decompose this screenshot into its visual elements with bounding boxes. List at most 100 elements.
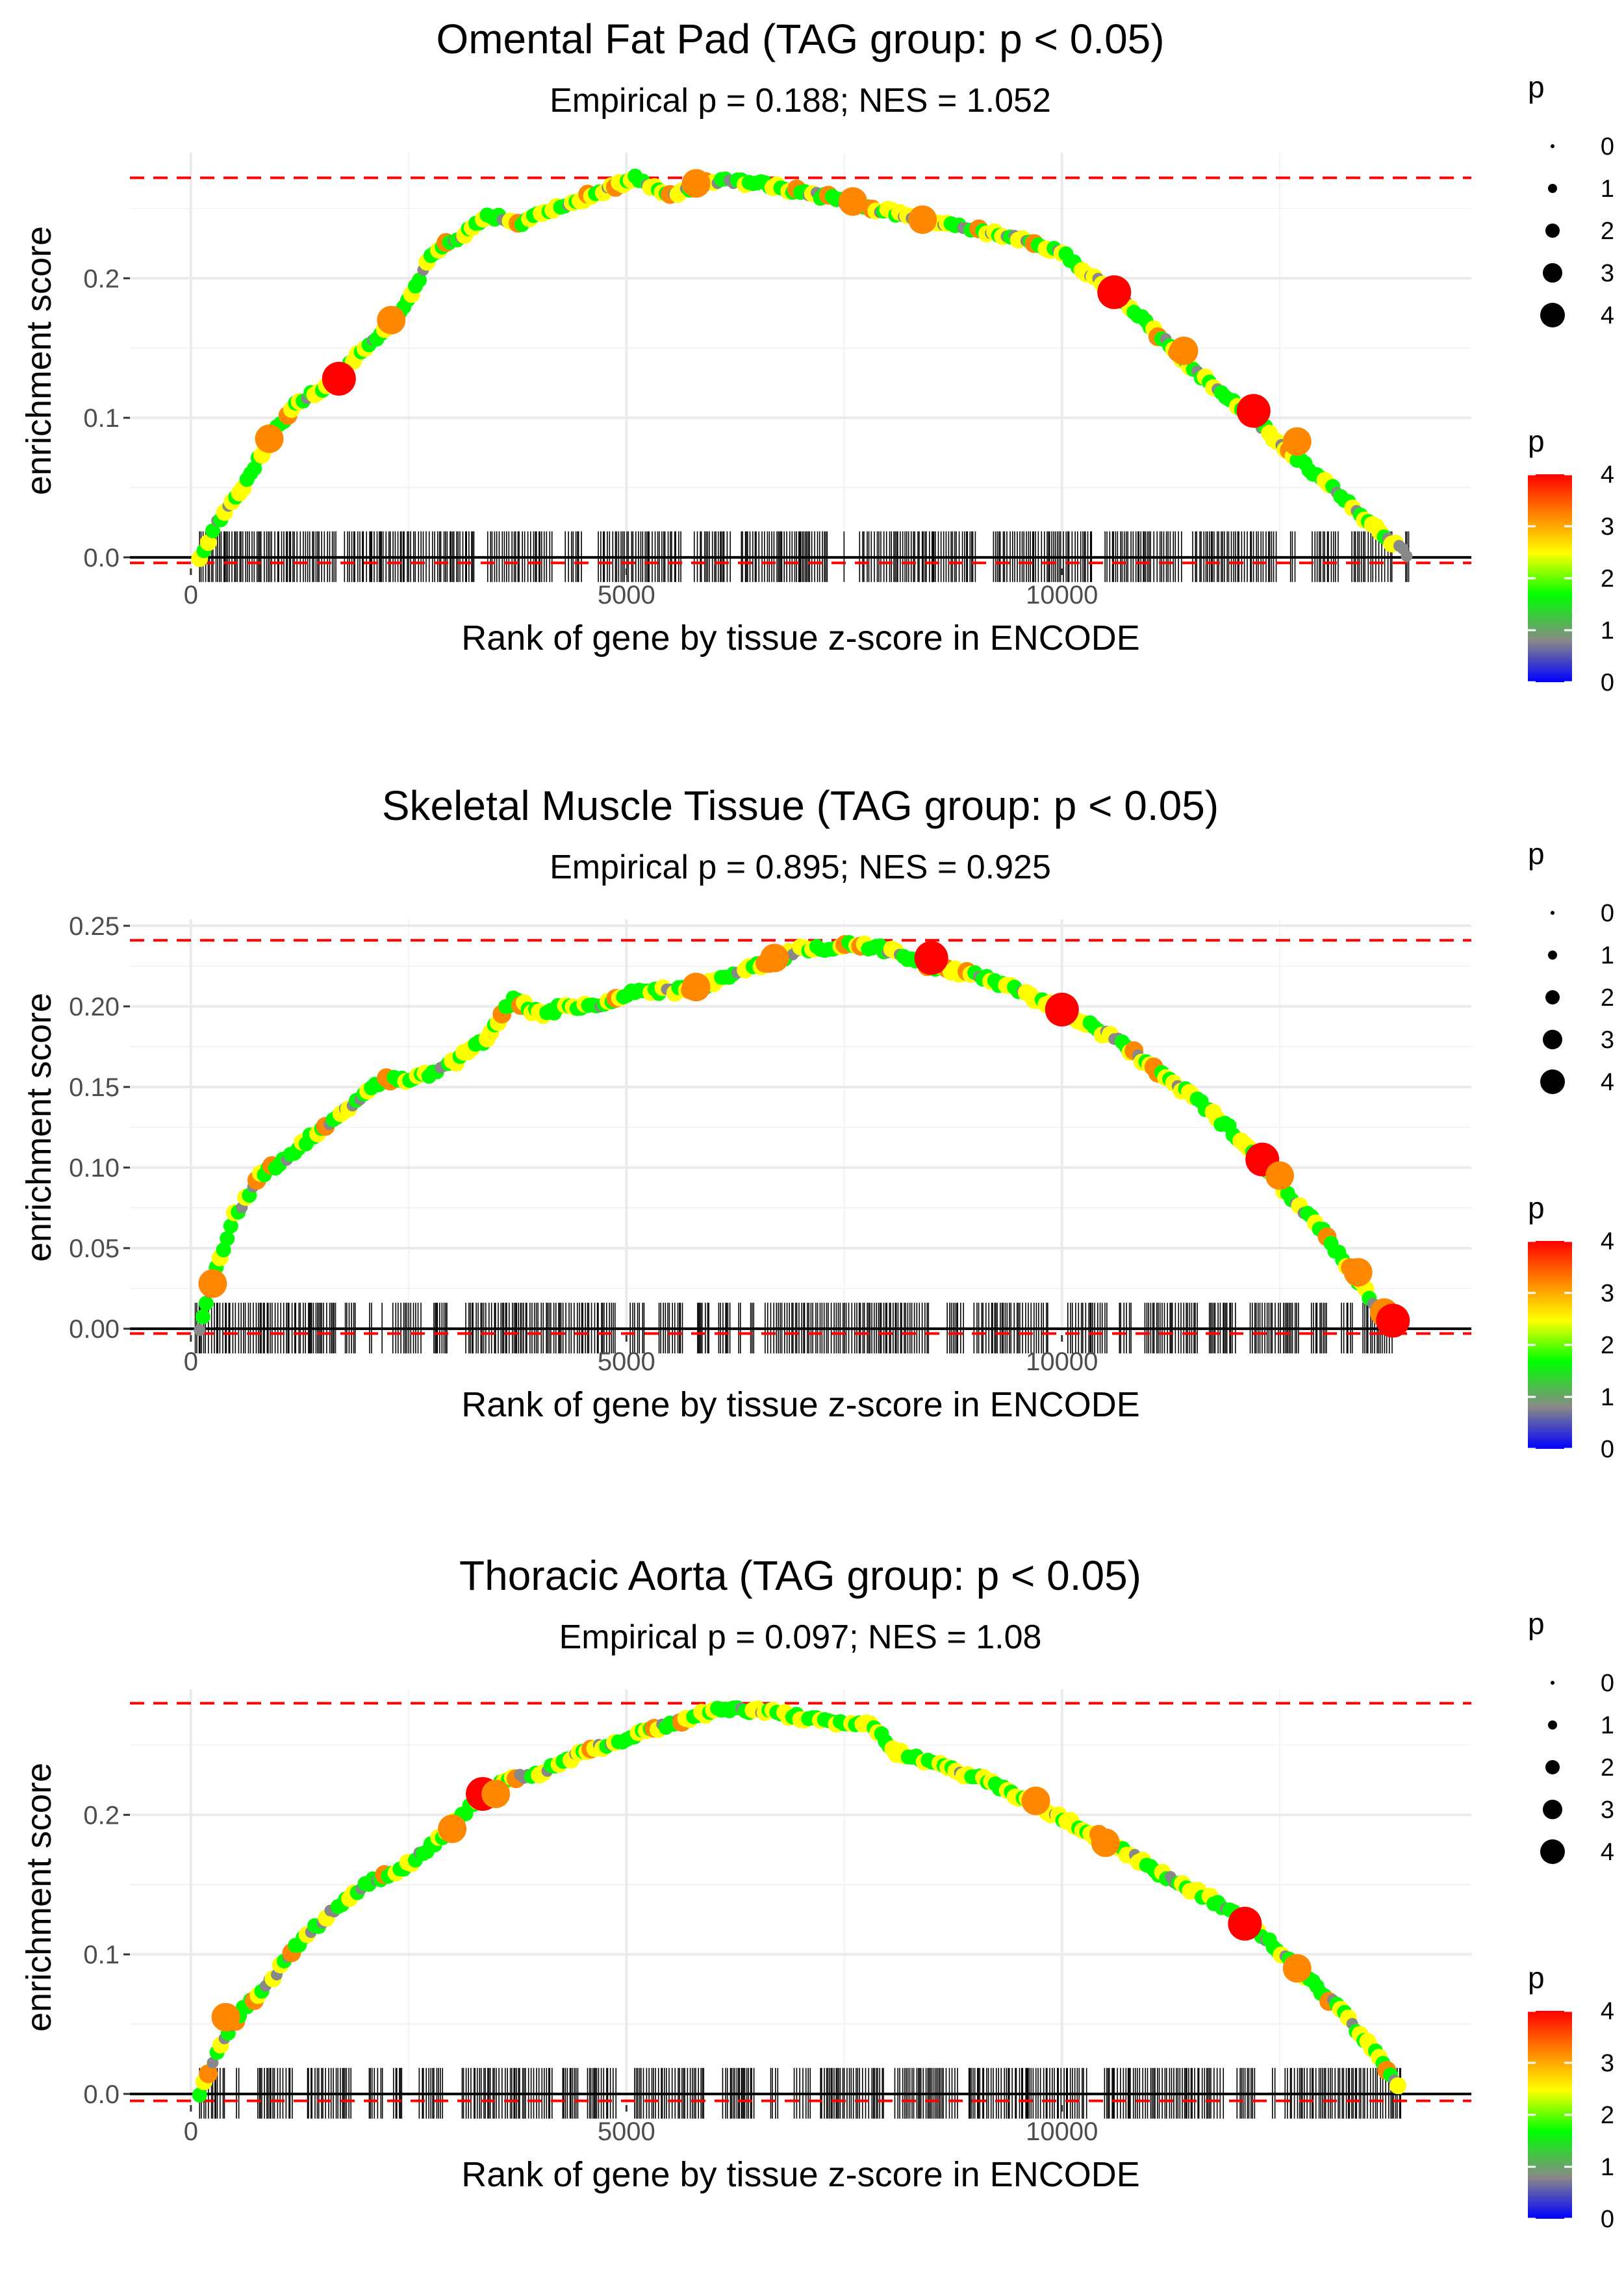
x-tick-label: 5000 bbox=[598, 581, 655, 609]
size-legend-label: 2 bbox=[1601, 984, 1614, 1012]
gene-point bbox=[192, 2088, 207, 2102]
gridlines bbox=[130, 1689, 1471, 2105]
axes: 0.0 0.1 0.2 0 5000 10000 Rank of gene by tissu… bbox=[19, 226, 1140, 658]
size-legend-label: 1 bbox=[1601, 1712, 1614, 1739]
highlight-point bbox=[377, 305, 406, 335]
gene-point bbox=[216, 1242, 231, 1258]
size-legend-dot bbox=[1540, 303, 1565, 327]
color-legend-label: 4 bbox=[1601, 461, 1614, 489]
highlight-point bbox=[322, 361, 356, 396]
x-axis-label: Rank of gene by tissue z-score in ENCODE bbox=[461, 1385, 1139, 1424]
color-legend-label: 2 bbox=[1601, 565, 1614, 593]
highlight-point bbox=[255, 424, 284, 454]
size-legend-label: 4 bbox=[1601, 1069, 1614, 1096]
x-tick-label: 0 bbox=[184, 2117, 198, 2146]
size-legend-label: 3 bbox=[1601, 1796, 1614, 1824]
size-legend-dot bbox=[1545, 1760, 1560, 1774]
gene-point bbox=[1401, 550, 1413, 562]
size-legend-label: 4 bbox=[1601, 1839, 1614, 1866]
chart-title: Omental Fat Pad (TAG group: p < 0.05) bbox=[436, 16, 1164, 62]
size-legend-dot bbox=[1545, 990, 1560, 1004]
size-legend-title: p bbox=[1528, 1607, 1545, 1641]
gene-point bbox=[223, 1218, 238, 1234]
gene-points bbox=[191, 168, 1413, 567]
color-legend-label: 0 bbox=[1601, 2206, 1614, 2233]
gene-point bbox=[199, 534, 217, 551]
color-legend-label: 4 bbox=[1601, 1998, 1614, 2025]
highlight-point bbox=[1265, 1161, 1294, 1190]
size-legend-label: 1 bbox=[1601, 942, 1614, 969]
chart-panel-2: Skeletal Muscle Tissue (TAG group: p < 0… bbox=[19, 782, 1614, 1463]
highlight-point bbox=[1169, 336, 1199, 365]
legend: p 0 1 2 3 4 p 0 1 2 3 4 bbox=[1528, 1607, 1614, 2233]
color-legend-title: p bbox=[1528, 1191, 1545, 1225]
y-tick-label: 0.00 bbox=[69, 1315, 120, 1344]
size-legend-label: 0 bbox=[1601, 133, 1614, 160]
highlight-point bbox=[681, 973, 711, 1002]
highlight-point bbox=[1045, 992, 1079, 1027]
color-legend-label: 4 bbox=[1601, 1228, 1614, 1255]
highlight-point bbox=[1228, 1906, 1262, 1941]
highlight-point bbox=[1343, 1258, 1373, 1287]
legend: p 0 1 2 3 4 p 0 1 2 3 4 bbox=[1528, 837, 1614, 1463]
axes: 0.0 0.1 0.2 0 5000 10000 Rank of gene by tissu… bbox=[19, 1763, 1140, 2194]
x-tick-label: 5000 bbox=[598, 1348, 655, 1376]
x-tick-label: 10000 bbox=[1026, 581, 1098, 609]
y-axis-label: enrichment score bbox=[19, 1763, 58, 2032]
size-legend-dot bbox=[1551, 1681, 1554, 1685]
gene-point bbox=[198, 1296, 214, 1311]
size-legend-label: 4 bbox=[1601, 302, 1614, 329]
y-tick-label: 0.05 bbox=[69, 1234, 120, 1263]
size-legend-dot bbox=[1540, 1839, 1565, 1864]
x-tick-label: 10000 bbox=[1026, 2117, 1098, 2146]
color-legend-label: 3 bbox=[1601, 513, 1614, 541]
color-legend-label: 1 bbox=[1601, 1384, 1614, 1411]
running-es-line bbox=[198, 943, 1394, 1330]
highlight-point bbox=[1282, 1954, 1312, 1983]
color-legend-label: 2 bbox=[1601, 1332, 1614, 1359]
color-legend-title: p bbox=[1528, 424, 1545, 458]
size-legend-dot bbox=[1551, 911, 1554, 915]
x-tick-label: 0 bbox=[184, 1348, 198, 1376]
size-legend-dot bbox=[1551, 144, 1554, 148]
gene-point bbox=[1389, 2077, 1406, 2095]
gene-point bbox=[220, 1231, 235, 1246]
y-axis-label: enrichment score bbox=[19, 226, 58, 495]
size-legend-dot bbox=[1540, 1069, 1565, 1094]
size-legend-dot bbox=[1543, 263, 1562, 283]
highlight-point bbox=[1091, 1828, 1120, 1858]
highlight-point bbox=[481, 1780, 511, 1809]
y-tick-label: 0.2 bbox=[83, 264, 120, 293]
size-legend-dot bbox=[1545, 224, 1560, 238]
size-legend-label: 2 bbox=[1601, 1754, 1614, 1782]
color-legend-label: 0 bbox=[1601, 1436, 1614, 1463]
y-tick-label: 0.0 bbox=[83, 2080, 120, 2109]
gene-point bbox=[205, 523, 220, 539]
highlight-point bbox=[1282, 427, 1312, 456]
color-legend-label: 1 bbox=[1601, 617, 1614, 645]
legend: p 0 1 2 3 4 p 0 1 2 3 4 bbox=[1528, 70, 1614, 696]
size-legend-label: 2 bbox=[1601, 218, 1614, 245]
x-axis-label: Rank of gene by tissue z-score in ENCODE bbox=[461, 2155, 1139, 2194]
highlight-point bbox=[914, 941, 948, 975]
highlight-point bbox=[1021, 1786, 1050, 1815]
y-tick-label: 0.25 bbox=[69, 912, 120, 941]
highlight-point bbox=[908, 205, 937, 235]
size-legend-title: p bbox=[1528, 70, 1545, 104]
highlight-point bbox=[211, 2002, 240, 2032]
highlight-point bbox=[681, 169, 711, 198]
y-axis-label: enrichment score bbox=[19, 993, 58, 1262]
color-legend-label: 3 bbox=[1601, 2050, 1614, 2077]
chart-subtitle: Empirical p = 0.097; NES = 1.08 bbox=[559, 1618, 1042, 1656]
size-legend-label: 3 bbox=[1601, 260, 1614, 287]
gene-point bbox=[412, 272, 427, 288]
chart-title: Skeletal Muscle Tissue (TAG group: p < 0… bbox=[382, 782, 1219, 829]
chart-panel-3: Thoracic Aorta (TAG group: p < 0.05) Empi… bbox=[19, 1552, 1614, 2233]
y-tick-label: 0.15 bbox=[69, 1073, 120, 1102]
gene-point bbox=[194, 1324, 206, 1336]
size-legend-dot bbox=[1548, 184, 1557, 193]
chart-subtitle: Empirical p = 0.188; NES = 1.052 bbox=[550, 82, 1051, 120]
y-tick-label: 0.0 bbox=[83, 544, 120, 572]
gene-point bbox=[207, 2056, 219, 2069]
